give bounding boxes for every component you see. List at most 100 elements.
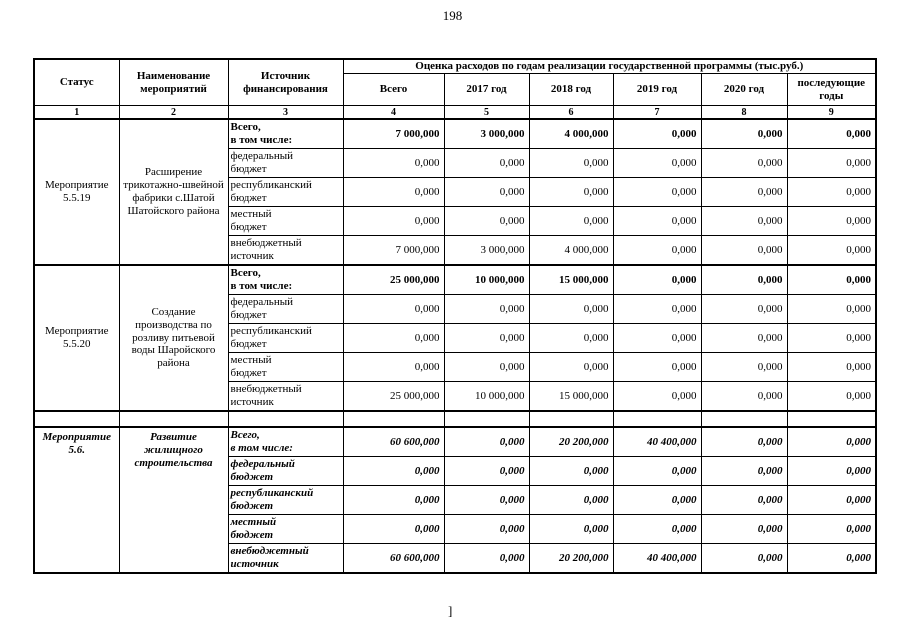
funding-source-cell: внебюджетный источник [227, 381, 344, 412]
value-cell: 0,000 [612, 381, 702, 412]
value-cell: 10 000,000 [443, 381, 530, 412]
value-cell: 0,000 [443, 514, 530, 544]
col-number: 5 [443, 105, 530, 120]
value-cell: 25 000,000 [342, 264, 445, 295]
value-cell: 0,000 [700, 148, 788, 178]
col-header-2017: 2017 год [443, 73, 530, 106]
funding-source-cell: Всего, в том числе: [227, 264, 344, 295]
value-cell: 0,000 [612, 235, 702, 266]
value-cell: 0,000 [700, 514, 788, 544]
value-cell: 0,000 [612, 206, 702, 236]
value-cell: 0,000 [443, 352, 530, 382]
value-cell: 0,000 [786, 456, 877, 486]
value-cell: 15 000,000 [528, 381, 614, 412]
table-row: местный бюджет 0,000 0,000 0,000 0,000 0,000 0… [34, 206, 877, 236]
col-number: 7 [612, 105, 702, 120]
value-cell: 15 000,000 [528, 264, 614, 295]
table-row: местный бюджет 0,000 0,000 0,000 0,000 0,000 0… [34, 352, 877, 382]
table-row: федеральный бюджет 0,000 0,000 0,000 0,000 0,… [34, 148, 877, 178]
col-header-following-years: последующие годы [786, 73, 877, 106]
value-cell: 0,000 [528, 148, 614, 178]
funding-source-cell: местный бюджет [227, 514, 344, 544]
measure-name-cell: Создание производства по розливу питьево… [118, 264, 229, 412]
column-numbering-row: 1 2 3 4 5 6 7 8 9 [33, 105, 877, 120]
spacer-cell [118, 410, 229, 428]
spacer-cell [612, 410, 702, 428]
value-cell: 0,000 [700, 456, 788, 486]
table-row: Мероприятие 5.6. Развитие жилищного строи… [33, 426, 877, 574]
stray-mark: ] [448, 603, 453, 618]
value-cell: 0,000 [700, 426, 788, 457]
value-cell: 0,000 [786, 514, 877, 544]
value-cell: 0,000 [786, 323, 877, 353]
value-cell: 0,000 [528, 323, 614, 353]
value-cell: 4 000,000 [528, 235, 614, 266]
value-cell: 0,000 [700, 352, 788, 382]
header-row-years: Всего 2017 год 2018 год 2019 год 2020 го… [34, 73, 877, 106]
value-cell: 0,000 [443, 456, 530, 486]
status-cell: Мероприятие 5.6. [33, 426, 120, 574]
table-header: Статус Наименование мероприятий Источник… [33, 58, 877, 120]
table-row: местный бюджет 0,000 0,000 0,000 0,000 0,000 0… [34, 514, 877, 544]
funding-source-cell: внебюджетный источник [227, 543, 344, 574]
value-cell: 0,000 [786, 235, 877, 266]
table-row: республиканский бюджет 0,000 0,000 0,000 0,0… [34, 323, 877, 353]
col-header-status: Статус [33, 58, 120, 106]
col-number: 4 [342, 105, 445, 120]
value-cell: 0,000 [528, 456, 614, 486]
funding-source-cell: федеральный бюджет [227, 456, 344, 486]
value-cell: 0,000 [700, 235, 788, 266]
col-number: 3 [227, 105, 344, 120]
expenses-table: Статус Наименование мероприятий Источник… [33, 58, 877, 574]
value-cell: 10 000,000 [443, 264, 530, 295]
value-cell: 0,000 [700, 294, 788, 324]
status-cell: Мероприятие 5.5.19 [33, 118, 120, 266]
funding-source-cell: Всего, в том числе: [227, 118, 344, 149]
value-cell: 0,000 [443, 206, 530, 236]
value-cell: 7 000,000 [342, 118, 445, 149]
value-cell: 0,000 [612, 118, 702, 149]
value-cell: 0,000 [786, 264, 877, 295]
value-cell: 0,000 [700, 485, 788, 515]
value-cell: 20 200,000 [528, 426, 614, 457]
funding-source-cell: республиканский бюджет [227, 323, 344, 353]
funding-source-cell: внебюджетный источник [227, 235, 344, 266]
value-cell: 0,000 [342, 177, 445, 207]
spacer-cell [786, 410, 877, 428]
value-cell: 0,000 [700, 381, 788, 412]
value-cell: 0,000 [612, 514, 702, 544]
measure-name-cell: Расширение трикотажно-швейной фабрики с.… [118, 118, 229, 266]
col-header-2018: 2018 год [528, 73, 614, 106]
col-number: 6 [528, 105, 614, 120]
value-cell: 3 000,000 [443, 235, 530, 266]
spacer-cell [33, 410, 120, 428]
value-cell: 0,000 [700, 323, 788, 353]
value-cell: 0,000 [786, 381, 877, 412]
value-cell: 0,000 [612, 148, 702, 178]
table-row: федеральный бюджет 0,000 0,000 0,000 0,000 0,… [34, 456, 877, 486]
spacer-cell [528, 410, 614, 428]
value-cell: 0,000 [700, 118, 788, 149]
value-cell: 0,000 [528, 352, 614, 382]
value-cell: 0,000 [528, 485, 614, 515]
funding-source-cell: республиканский бюджет [227, 177, 344, 207]
table-row: Мероприятие 5.5.20 Создание производства … [33, 264, 877, 412]
status-cell: Мероприятие 5.5.20 [33, 264, 120, 412]
col-header-total: Всего [342, 73, 445, 106]
value-cell: 0,000 [786, 148, 877, 178]
value-cell: 0,000 [443, 148, 530, 178]
spacer-cell [227, 410, 344, 428]
value-cell: 0,000 [342, 456, 445, 486]
table-row: республиканский бюджет 0,000 0,000 0,000 0,0… [34, 177, 877, 207]
table-row: внебюджетный источник 7 000,000 3 000,000 4… [34, 235, 877, 266]
value-cell: 0,000 [786, 206, 877, 236]
value-cell: 0,000 [700, 206, 788, 236]
col-header-source: Источник финансирования [227, 58, 344, 106]
value-cell: 0,000 [612, 177, 702, 207]
col-number: 1 [33, 105, 120, 120]
funding-source-cell: Всего, в том числе: [227, 426, 344, 457]
value-cell: 0,000 [443, 485, 530, 515]
funding-source-cell: федеральный бюджет [227, 294, 344, 324]
value-cell: 0,000 [443, 543, 530, 574]
spacer-cell [342, 410, 445, 428]
